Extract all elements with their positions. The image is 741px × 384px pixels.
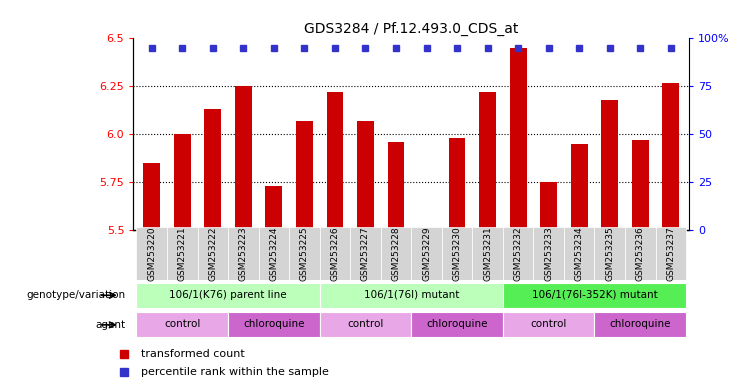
- FancyBboxPatch shape: [656, 227, 686, 280]
- FancyBboxPatch shape: [259, 227, 289, 280]
- FancyBboxPatch shape: [381, 227, 411, 280]
- Text: GSM253222: GSM253222: [208, 226, 217, 281]
- Text: GSM253231: GSM253231: [483, 226, 492, 281]
- Text: GSM253226: GSM253226: [330, 226, 339, 281]
- Bar: [662, 83, 679, 230]
- Bar: [143, 163, 160, 230]
- FancyBboxPatch shape: [625, 227, 656, 280]
- Bar: [510, 48, 527, 230]
- Bar: [265, 186, 282, 230]
- FancyBboxPatch shape: [564, 227, 594, 280]
- Bar: [174, 134, 190, 230]
- Text: GSM253235: GSM253235: [605, 226, 614, 281]
- FancyBboxPatch shape: [136, 283, 319, 308]
- Bar: [235, 86, 252, 230]
- Bar: [632, 140, 648, 230]
- Bar: [602, 100, 618, 230]
- Text: GSM253225: GSM253225: [300, 226, 309, 281]
- Text: GSM253230: GSM253230: [453, 226, 462, 281]
- FancyBboxPatch shape: [503, 227, 534, 280]
- Bar: [388, 142, 405, 230]
- FancyBboxPatch shape: [319, 283, 503, 308]
- Text: chloroquine: chloroquine: [243, 319, 305, 329]
- FancyBboxPatch shape: [594, 227, 625, 280]
- Text: GSM253237: GSM253237: [666, 226, 675, 281]
- FancyBboxPatch shape: [167, 227, 198, 280]
- Bar: [418, 228, 435, 230]
- Text: genotype/variation: genotype/variation: [27, 290, 126, 300]
- FancyBboxPatch shape: [534, 227, 564, 280]
- FancyBboxPatch shape: [319, 313, 411, 337]
- FancyBboxPatch shape: [136, 227, 167, 280]
- Text: chloroquine: chloroquine: [426, 319, 488, 329]
- Text: GSM253221: GSM253221: [178, 226, 187, 281]
- FancyBboxPatch shape: [594, 313, 686, 337]
- Text: GSM253223: GSM253223: [239, 226, 247, 281]
- Text: GSM253228: GSM253228: [391, 226, 400, 281]
- Text: transformed count: transformed count: [142, 349, 245, 359]
- Text: control: control: [348, 319, 384, 329]
- FancyBboxPatch shape: [411, 313, 503, 337]
- Text: chloroquine: chloroquine: [610, 319, 671, 329]
- Bar: [205, 109, 221, 230]
- Bar: [357, 121, 374, 230]
- Text: 106/1(76I-352K) mutant: 106/1(76I-352K) mutant: [531, 290, 657, 300]
- Text: GSM253224: GSM253224: [269, 226, 279, 281]
- Text: control: control: [531, 319, 567, 329]
- Title: GDS3284 / Pf.12.493.0_CDS_at: GDS3284 / Pf.12.493.0_CDS_at: [304, 22, 519, 36]
- Bar: [448, 138, 465, 230]
- Bar: [327, 92, 343, 230]
- Text: GSM253232: GSM253232: [514, 226, 522, 281]
- Text: GSM253220: GSM253220: [147, 226, 156, 281]
- Text: GSM253236: GSM253236: [636, 226, 645, 281]
- FancyBboxPatch shape: [503, 283, 686, 308]
- FancyBboxPatch shape: [228, 313, 319, 337]
- FancyBboxPatch shape: [136, 313, 228, 337]
- Text: GSM253233: GSM253233: [544, 226, 554, 281]
- FancyBboxPatch shape: [198, 227, 228, 280]
- FancyBboxPatch shape: [289, 227, 319, 280]
- Bar: [540, 182, 557, 230]
- Text: 106/1(K76) parent line: 106/1(K76) parent line: [169, 290, 287, 300]
- Bar: [571, 144, 588, 230]
- Text: agent: agent: [96, 320, 126, 330]
- Bar: [296, 121, 313, 230]
- Text: percentile rank within the sample: percentile rank within the sample: [142, 366, 329, 377]
- FancyBboxPatch shape: [350, 227, 381, 280]
- FancyBboxPatch shape: [472, 227, 503, 280]
- FancyBboxPatch shape: [442, 227, 472, 280]
- Text: GSM253229: GSM253229: [422, 226, 431, 281]
- FancyBboxPatch shape: [503, 313, 594, 337]
- Text: GSM253234: GSM253234: [575, 226, 584, 281]
- FancyBboxPatch shape: [319, 227, 350, 280]
- FancyBboxPatch shape: [411, 227, 442, 280]
- Text: GSM253227: GSM253227: [361, 226, 370, 281]
- Bar: [479, 92, 496, 230]
- FancyBboxPatch shape: [228, 227, 259, 280]
- Text: control: control: [164, 319, 200, 329]
- Text: 106/1(76I) mutant: 106/1(76I) mutant: [364, 290, 459, 300]
